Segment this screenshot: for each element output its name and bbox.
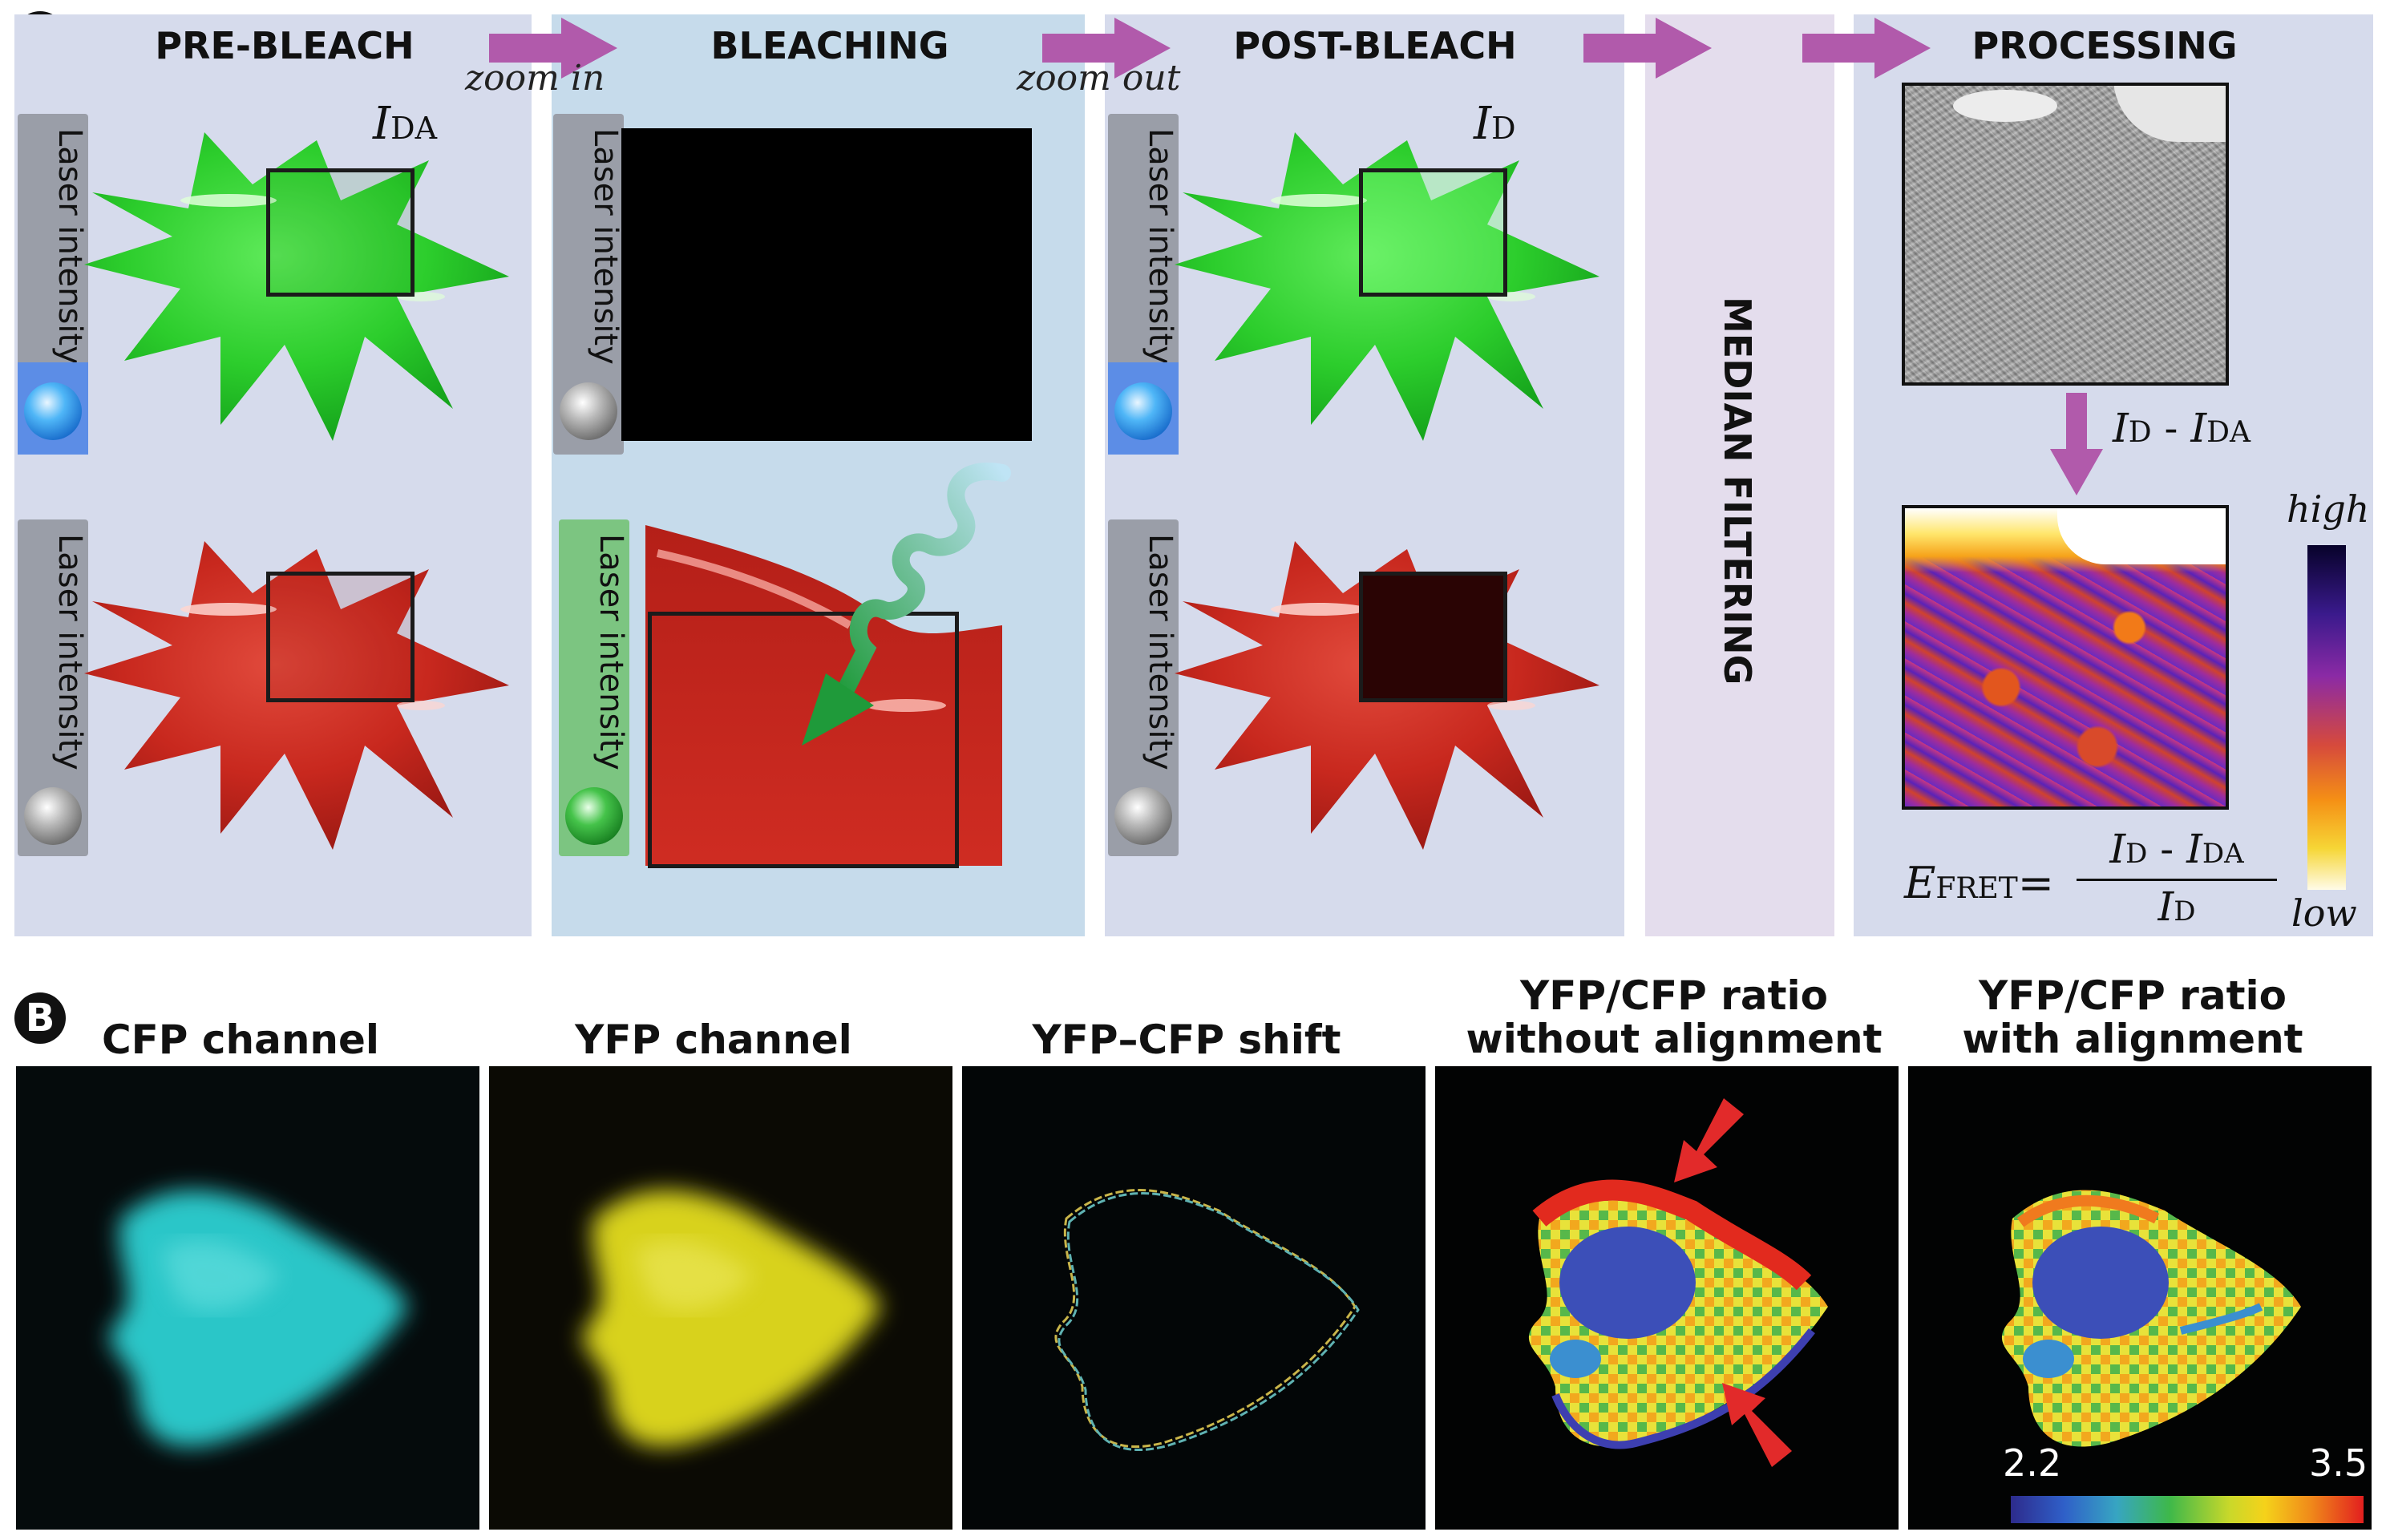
right-arrow-icon <box>489 18 1931 79</box>
yfp-channel-image <box>489 1066 952 1530</box>
colorbar-min-label: 2.2 <box>2003 1441 2062 1485</box>
laser-bar-post-top: Laser intensity <box>1108 114 1179 455</box>
label-i-d: ID <box>1474 98 1516 150</box>
red-arrow-icon <box>1674 1098 1744 1182</box>
arrows-layer <box>489 18 1931 79</box>
title-yfp-channel: YFP channel <box>575 1017 852 1063</box>
heading-processing: PROCESSING <box>1971 24 2238 67</box>
scale-high-label: high <box>2287 487 2370 531</box>
difference-label: ID - IDA <box>2113 405 2251 451</box>
pre-bleach-panel <box>14 14 532 936</box>
efret-colorbar <box>2307 545 2346 890</box>
median-filtering-label: MEDIAN FILTERING <box>1716 297 1759 685</box>
red-cell-pre <box>84 541 509 850</box>
scale-low-label: low <box>2291 891 2357 935</box>
laser-intensity-label: Laser intensity <box>1142 128 1179 365</box>
gray-sphere-icon <box>24 787 82 845</box>
gray-sphere-icon <box>560 382 617 440</box>
roi-box-pre-green <box>266 168 415 297</box>
green-cell-post <box>1175 132 1599 441</box>
roi-box-post-red <box>1359 572 1507 702</box>
efret-formula: EFRET= ID - IDA ID <box>1904 826 2281 938</box>
blue-sphere-icon <box>24 382 82 440</box>
bleached-black-frame <box>621 128 1032 441</box>
laser-intensity-label: Laser intensity <box>587 128 624 365</box>
heading-pre-bleach: PRE-BLEACH <box>155 24 415 67</box>
green-sphere-icon <box>565 787 623 845</box>
ratio-with-alignment-image: 2.2 3.5 <box>1908 1066 2372 1530</box>
roi-box-bleach <box>648 612 959 868</box>
laser-intensity-label: Laser intensity <box>51 128 88 365</box>
ratio-colorbar <box>2011 1496 2364 1523</box>
yfp-cfp-shift-image <box>962 1066 1426 1530</box>
title-ratio-without-alignment: YFP/CFP ratio without alignment <box>1466 972 1883 1062</box>
efret-heatmap-image <box>1902 505 2229 810</box>
laser-intensity-label: Laser intensity <box>1142 534 1179 770</box>
post-bleach-panel <box>1105 14 1624 936</box>
cfp-channel-image <box>16 1066 479 1530</box>
blue-sphere-icon <box>1114 382 1172 440</box>
heading-post-bleach: POST-BLEACH <box>1233 24 1517 67</box>
laser-intensity-label: Laser intensity <box>592 534 629 770</box>
zoom-out-label: zoom out <box>1017 58 1181 99</box>
laser-bar-pre-bottom: Laser intensity <box>18 519 88 856</box>
title-cfp-channel: CFP channel <box>101 1017 380 1063</box>
median-filtering-panel <box>1645 14 1834 936</box>
down-arrow-icon <box>2050 393 2103 495</box>
laser-bar-pre-top: Laser intensity <box>18 114 88 455</box>
label-i-da: IDA <box>373 98 438 150</box>
bleach-light-wave-icon <box>802 463 1011 746</box>
laser-bar-post-bottom: Laser intensity <box>1108 519 1179 856</box>
gray-sphere-icon <box>1114 787 1172 845</box>
zoom-in-label: zoom in <box>465 58 605 99</box>
title-ratio-with-alignment: YFP/CFP ratio with alignment <box>1962 972 2303 1062</box>
panel-b-label: B <box>14 992 66 1044</box>
laser-intensity-label: Laser intensity <box>51 534 88 770</box>
ratio-without-alignment-image <box>1435 1066 1899 1530</box>
laser-bar-bleach-bottom: Laser intensity <box>559 519 629 856</box>
difference-image <box>1902 83 2229 386</box>
roi-box-post-green <box>1359 168 1507 297</box>
colorbar-max-label: 3.5 <box>2309 1441 2368 1485</box>
heading-bleaching: BLEACHING <box>710 24 949 67</box>
laser-bar-bleach-top: Laser intensity <box>553 114 624 455</box>
roi-box-pre-red <box>266 572 415 702</box>
green-cell-pre <box>84 132 509 441</box>
title-yfp-cfp-shift: YFP–CFP shift <box>1032 1017 1341 1063</box>
red-arrow-icon <box>1722 1383 1792 1467</box>
